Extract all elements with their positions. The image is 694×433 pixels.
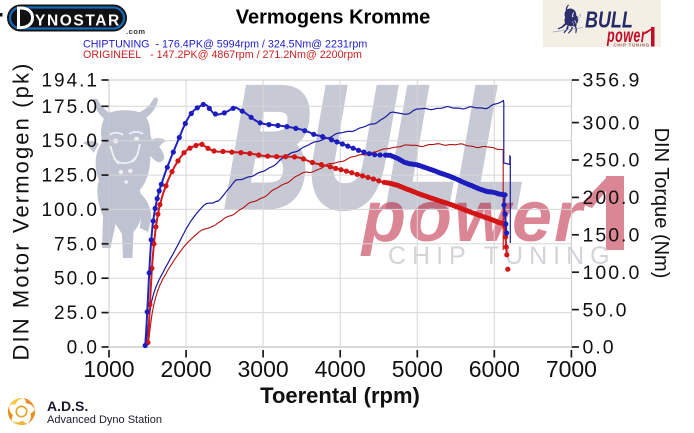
svg-text:100.0: 100.0 — [41, 200, 99, 221]
svg-text:YNOSTAR: YNOSTAR — [35, 13, 121, 30]
svg-text:ORIGINEEL - 147.2PK@ 4867rpm: ORIGINEEL - 147.2PK@ 4867rpm / 271.2Nm@ … — [83, 49, 362, 61]
svg-text:Toerental (rpm): Toerental (rpm) — [260, 383, 420, 408]
svg-text:4000: 4000 — [315, 356, 366, 382]
svg-text:100.0: 100.0 — [583, 262, 642, 284]
svg-text:Advanced Dyno Station: Advanced Dyno Station — [47, 414, 162, 426]
svg-text:150.0: 150.0 — [583, 225, 642, 247]
svg-text:175.0: 175.0 — [41, 97, 99, 118]
svg-text:CHIP TUNING: CHIP TUNING — [388, 242, 616, 270]
svg-text:BULL: BULL — [224, 54, 531, 241]
svg-text:1000: 1000 — [83, 356, 134, 382]
svg-text:25.0: 25.0 — [54, 303, 99, 324]
svg-text:150.0: 150.0 — [41, 131, 99, 152]
svg-text:CHIPTUNING - 176.4PK@ 5994rpm: CHIPTUNING - 176.4PK@ 5994rpm / 324.5Nm@… — [83, 39, 367, 51]
svg-text:.com: .com — [126, 27, 146, 36]
svg-text:6000: 6000 — [469, 356, 520, 382]
svg-text:250.0: 250.0 — [583, 150, 642, 172]
svg-text:50.0: 50.0 — [54, 269, 99, 290]
svg-text:2000: 2000 — [161, 356, 212, 382]
svg-text:power: power — [606, 25, 646, 46]
svg-text:125.0: 125.0 — [41, 166, 99, 187]
svg-text:200.0: 200.0 — [583, 187, 642, 209]
svg-text:194.1: 194.1 — [41, 71, 99, 92]
svg-text:5000: 5000 — [392, 356, 443, 382]
svg-text:50.0: 50.0 — [583, 299, 629, 321]
svg-text:7000: 7000 — [546, 356, 597, 382]
svg-text:75.0: 75.0 — [54, 234, 99, 255]
svg-text:300.0: 300.0 — [583, 112, 642, 134]
svg-text:DIN Torque (Nm): DIN Torque (Nm) — [650, 128, 672, 279]
svg-text:BULL: BULL — [585, 7, 633, 33]
svg-text:Vermogens Kromme: Vermogens Kromme — [236, 7, 431, 29]
svg-text:0.0: 0.0 — [67, 338, 99, 359]
svg-text:0.0: 0.0 — [583, 337, 616, 359]
svg-text:CHIP TUNING: CHIP TUNING — [613, 42, 649, 47]
svg-text:DIN Motor Vermogen (pk): DIN Motor Vermogen (pk) — [9, 62, 34, 361]
svg-text:356.9: 356.9 — [583, 70, 642, 92]
svg-text:A.D.S.: A.D.S. — [47, 398, 88, 414]
svg-text:3000: 3000 — [238, 356, 289, 382]
